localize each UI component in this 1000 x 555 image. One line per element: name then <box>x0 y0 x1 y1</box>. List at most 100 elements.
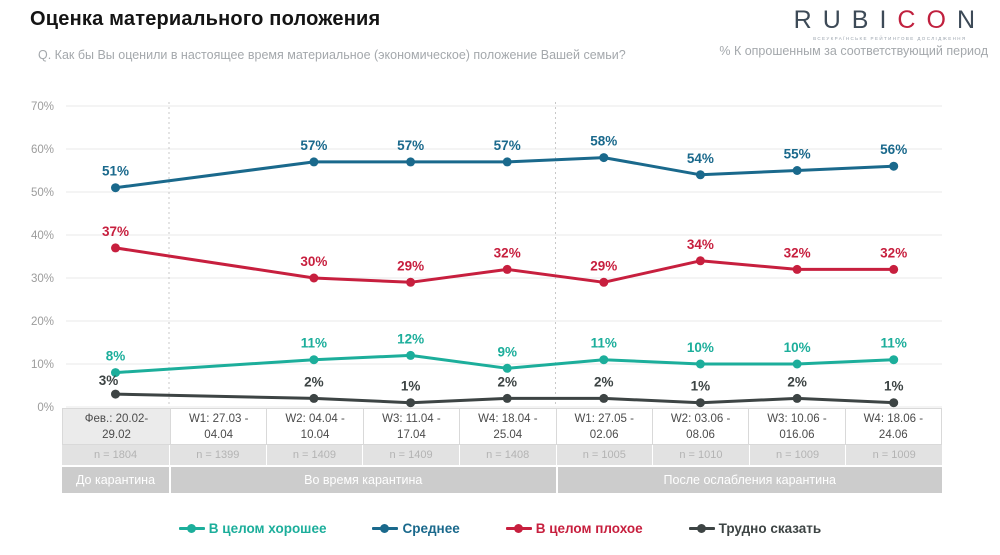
data-label: 11% <box>301 336 327 351</box>
legend-label: В целом плохое <box>535 521 643 536</box>
date-cell: Фев.: 20.02- 29.02 <box>63 409 170 444</box>
legend-line-marker-icon <box>688 524 715 533</box>
data-label: 57% <box>300 138 327 153</box>
data-point <box>792 359 802 369</box>
data-label: 1% <box>884 379 904 394</box>
y-tick-label: 40% <box>31 230 54 242</box>
data-point <box>406 277 416 287</box>
legend-dot-icon <box>380 524 390 533</box>
series-line: 8% 11% 12% 9% 11% 10% 10% 11% <box>106 331 907 378</box>
data-label: 10% <box>784 340 811 355</box>
logo-letter: C <box>897 6 927 34</box>
series-line: 3% 2% 1% 2% 2% 1% 2% 1% <box>99 373 904 408</box>
legend-item: В целом хорошее <box>178 521 327 536</box>
data-label: 32% <box>494 245 521 260</box>
sample-size-cell: n = 1009 <box>748 445 846 465</box>
data-point <box>111 368 120 378</box>
series-line: 51% 57% 57% 57% 58% 54% 55% 56% <box>102 134 907 193</box>
legend-line-marker-icon <box>178 524 205 533</box>
data-label: 51% <box>102 164 129 179</box>
legend-dot-icon <box>696 524 706 533</box>
data-label: 32% <box>880 245 907 260</box>
date-cell: W4: 18.06 -24.06 <box>844 409 941 444</box>
sample-size-cell: n = 1005 <box>555 445 653 465</box>
legend-label: Среднее <box>402 521 460 536</box>
period-separators <box>168 102 556 407</box>
data-label: 9% <box>497 344 517 359</box>
date-cell: W2: 03.06 -08.06 <box>651 409 748 444</box>
sample-size-cell: n = 1408 <box>458 445 556 465</box>
data-point <box>792 166 802 175</box>
y-tick-label: 0% <box>37 402 54 414</box>
data-point <box>309 273 319 283</box>
data-point <box>889 355 899 365</box>
data-label: 56% <box>880 142 907 157</box>
data-label: 8% <box>106 349 126 364</box>
data-label: 11% <box>591 336 617 351</box>
data-label: 55% <box>784 147 811 162</box>
data-point <box>792 264 802 274</box>
data-point <box>309 393 319 403</box>
sample-size-cell: n = 1399 <box>169 445 266 465</box>
data-point <box>889 264 899 274</box>
legend-dot-icon <box>513 524 523 533</box>
data-label: 3% <box>99 373 119 388</box>
data-point <box>599 153 609 163</box>
sample-size-cell: n = 1409 <box>265 445 363 465</box>
data-label: 29% <box>590 258 617 273</box>
period-row: До карантина Во время карантина После осла… <box>62 467 942 493</box>
legend-label: Трудно сказать <box>718 521 822 536</box>
data-point <box>502 393 512 403</box>
data-point <box>599 393 609 403</box>
data-label: 12% <box>397 331 424 346</box>
legend-dot-icon <box>186 524 196 533</box>
data-point <box>695 170 705 180</box>
data-label: 29% <box>397 258 424 273</box>
legend-item: Трудно сказать <box>688 521 822 536</box>
sample-size-cell: n = 1010 <box>652 445 749 465</box>
chart-svg: 0% 10% 20% 30% 40% 50% 60% 70% 8% 11% 12% 9% 11% 10% 1… <box>31 101 942 414</box>
data-point <box>406 398 416 408</box>
data-label: 1% <box>401 379 421 394</box>
gridlines: 0% 10% 20% 30% 40% 50% 60% 70% <box>31 101 942 414</box>
data-point <box>502 363 512 373</box>
data-point <box>889 161 899 171</box>
data-point <box>309 355 319 365</box>
legend: В целом хорошее Среднее В целом плохое Труд… <box>0 521 1000 536</box>
data-label: 57% <box>494 138 521 153</box>
logo-letter: U <box>822 6 852 34</box>
data-label: 2% <box>497 374 517 389</box>
data-label: 30% <box>300 254 327 269</box>
data-point <box>406 157 416 167</box>
sample-size-cell: n = 1804 <box>62 445 169 465</box>
legend-label: В целом хорошее <box>208 521 327 536</box>
legend-item: Среднее <box>372 521 460 536</box>
data-label: 2% <box>787 374 807 389</box>
data-point <box>889 398 899 408</box>
data-label: 58% <box>590 134 617 149</box>
data-label: 34% <box>687 237 714 252</box>
data-point <box>502 157 512 167</box>
data-label: 1% <box>691 379 711 394</box>
rubicon-logo: RUBICON ВСЕУКРАЇНСЬКЕ РЕЙТИНГОВЕ ДОСЛІДЖ… <box>794 6 986 41</box>
date-cell: W1: 27.05 -02.06 <box>555 409 652 444</box>
data-label: 32% <box>784 245 811 260</box>
data-label: 11% <box>881 336 907 351</box>
survey-question: Q. Как бы Вы оценили в настоящее время м… <box>38 48 626 62</box>
date-cell: W3: 10.06 -016.06 <box>748 409 844 444</box>
data-point <box>695 398 705 408</box>
data-label: 2% <box>594 374 614 389</box>
data-point <box>695 256 705 266</box>
data-label: 57% <box>397 138 424 153</box>
y-tick-label: 70% <box>31 101 54 113</box>
data-label: 2% <box>304 374 324 389</box>
data-label: 54% <box>687 151 714 166</box>
data-point <box>111 243 120 253</box>
data-label: 10% <box>687 340 714 355</box>
sample-size-cell: n = 1409 <box>362 445 459 465</box>
series-line: 37% 30% 29% 32% 29% 34% 32% 32% <box>102 224 907 287</box>
page-title: Оценка материального положения <box>30 8 381 30</box>
logo-tagline: ВСЕУКРАЇНСЬКЕ РЕЙТИНГОВЕ ДОСЛІДЖЕННЯ <box>813 36 967 41</box>
y-tick-label: 10% <box>31 359 54 371</box>
